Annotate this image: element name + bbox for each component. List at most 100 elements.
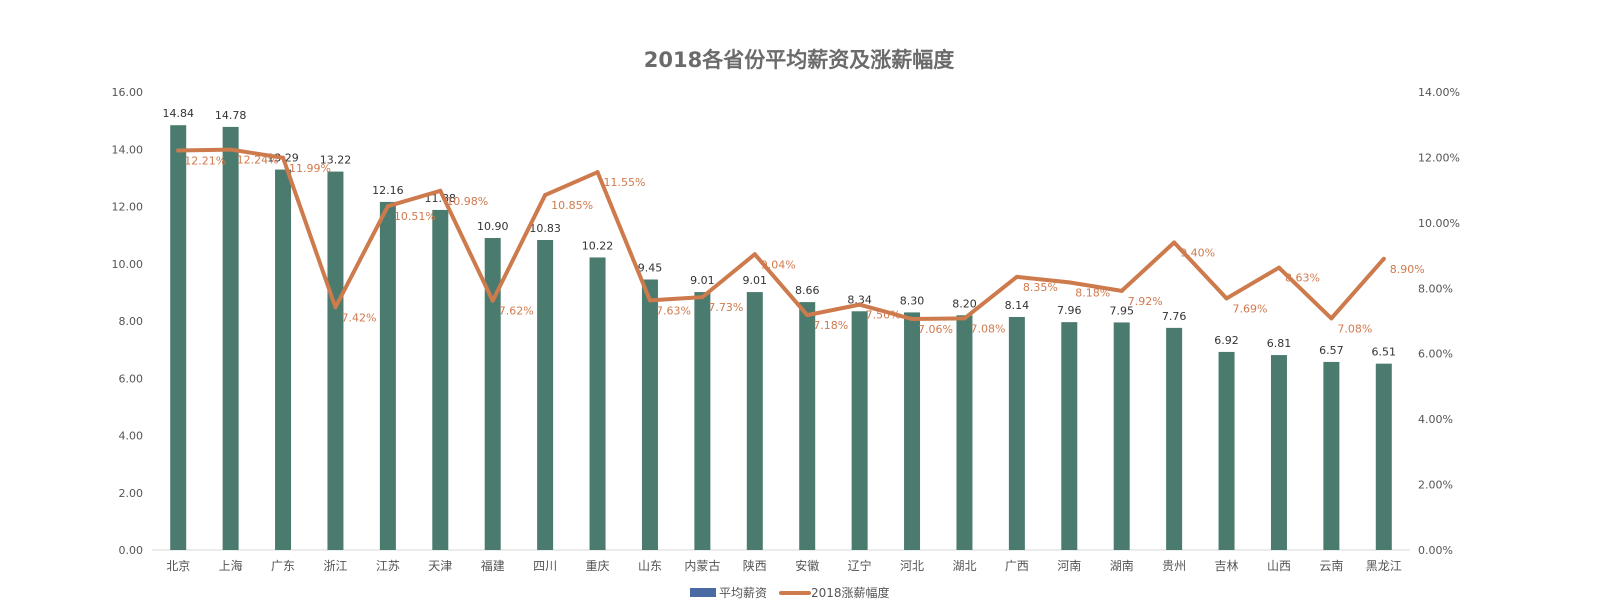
bar bbox=[904, 312, 921, 550]
x-tick-label: 四川 bbox=[533, 559, 557, 573]
line-data-label: 7.62% bbox=[499, 305, 534, 318]
line-point bbox=[1224, 296, 1229, 301]
x-tick-label: 陕西 bbox=[743, 558, 767, 573]
bar-data-label: 9.01 bbox=[743, 274, 768, 287]
line-point bbox=[1329, 316, 1334, 321]
legend-bar-swatch bbox=[690, 588, 716, 597]
bar bbox=[1061, 322, 1078, 550]
bar-data-label: 14.84 bbox=[162, 107, 194, 120]
x-tick-label: 云南 bbox=[1319, 558, 1343, 573]
x-tick-label: 河南 bbox=[1057, 558, 1081, 573]
bar-data-label: 10.83 bbox=[529, 222, 561, 235]
line-data-label: 7.42% bbox=[341, 311, 376, 324]
legend-label: 平均薪资 bbox=[719, 586, 767, 600]
line-point bbox=[1381, 256, 1386, 261]
line-data-label: 12.21% bbox=[184, 155, 226, 168]
y-right-tick-label: 4.00% bbox=[1418, 413, 1453, 426]
bar-data-label: 8.34 bbox=[847, 293, 872, 306]
series-line bbox=[176, 147, 1386, 322]
bar bbox=[1375, 363, 1392, 550]
line-data-label: 7.92% bbox=[1128, 295, 1163, 308]
y-right-tick-label: 10.00% bbox=[1418, 217, 1460, 230]
bar bbox=[851, 311, 868, 550]
y-left-tick-label: 2.00 bbox=[119, 487, 144, 500]
x-tick-label: 山西 bbox=[1267, 559, 1291, 573]
x-tick-label: 山东 bbox=[638, 559, 662, 573]
bar bbox=[379, 201, 396, 551]
line-point bbox=[1172, 240, 1177, 245]
x-tick-label: 重庆 bbox=[586, 559, 610, 573]
bar-data-label: 7.76 bbox=[1162, 310, 1187, 323]
bar-data-label: 6.81 bbox=[1267, 337, 1292, 350]
bar-data-label: 14.78 bbox=[215, 109, 247, 122]
line-point bbox=[1276, 265, 1281, 270]
bar-data-label: 8.66 bbox=[795, 284, 820, 297]
bar bbox=[222, 126, 239, 551]
line-point bbox=[700, 295, 705, 300]
line-data-label: 12.24% bbox=[237, 154, 279, 167]
x-tick-label: 北京 bbox=[166, 559, 190, 573]
bar bbox=[1323, 361, 1340, 550]
bar bbox=[432, 209, 449, 550]
x-tick-label: 上海 bbox=[219, 558, 243, 573]
line-data-label: 8.63% bbox=[1285, 272, 1320, 285]
bar bbox=[746, 292, 763, 550]
line-point bbox=[805, 313, 810, 318]
bar-data-label: 6.51 bbox=[1372, 346, 1397, 359]
bar bbox=[641, 279, 658, 550]
x-tick-label: 安徽 bbox=[795, 558, 819, 573]
line-data-label: 10.51% bbox=[394, 210, 436, 223]
line-point bbox=[543, 193, 548, 198]
line-point bbox=[962, 316, 967, 321]
bar bbox=[537, 239, 554, 550]
bar bbox=[1218, 351, 1235, 550]
y-right-tick-label: 6.00% bbox=[1418, 348, 1453, 361]
line-data-label: 7.08% bbox=[1337, 322, 1372, 335]
y-left-tick-label: 4.00 bbox=[119, 430, 144, 443]
x-tick-label: 湖南 bbox=[1110, 558, 1134, 573]
y-left-tick-label: 10.00 bbox=[112, 258, 144, 271]
bar-data-label: 6.57 bbox=[1319, 344, 1344, 357]
x-tick-label: 江苏 bbox=[376, 559, 400, 573]
x-tick-label: 湖北 bbox=[952, 558, 976, 573]
x-tick-label: 浙江 bbox=[323, 559, 347, 573]
line-point bbox=[647, 298, 652, 303]
y-left-tick-label: 16.00 bbox=[112, 86, 144, 99]
bar bbox=[1166, 327, 1183, 550]
line-point bbox=[438, 188, 443, 193]
x-tick-label: 内蒙古 bbox=[684, 558, 720, 573]
line-data-label: 7.18% bbox=[813, 319, 848, 332]
bar-data-label: 7.95 bbox=[1109, 304, 1134, 317]
line-data-label: 7.50% bbox=[866, 309, 901, 322]
y-left-tick-label: 12.00 bbox=[112, 201, 144, 214]
bar-data-label: 13.22 bbox=[320, 154, 352, 167]
y-right-tick-label: 14.00% bbox=[1418, 86, 1460, 99]
line-data-label: 7.69% bbox=[1233, 302, 1268, 315]
bar-data-label: 12.16 bbox=[372, 184, 404, 197]
bar-data-label: 10.90 bbox=[477, 220, 509, 233]
bar bbox=[799, 302, 816, 550]
line-data-label: 9.40% bbox=[1180, 246, 1215, 259]
line-point bbox=[176, 148, 181, 153]
bar bbox=[956, 315, 973, 550]
line-data-label: 7.06% bbox=[918, 323, 953, 336]
y-left-tick-label: 0.00 bbox=[119, 544, 144, 557]
bar-data-label: 8.14 bbox=[1005, 299, 1030, 312]
line-data-label: 11.99% bbox=[289, 162, 331, 175]
x-tick-label: 黑龙江 bbox=[1366, 559, 1402, 573]
x-tick-label: 贵州 bbox=[1162, 559, 1186, 573]
y-right-tick-label: 12.00% bbox=[1418, 151, 1460, 164]
bar bbox=[275, 169, 292, 551]
bar bbox=[1008, 316, 1025, 550]
line-point bbox=[595, 170, 600, 175]
line-point bbox=[228, 147, 233, 152]
bar-data-label: 6.92 bbox=[1214, 334, 1239, 347]
bar-data-label: 9.01 bbox=[690, 274, 715, 287]
bar bbox=[1270, 355, 1287, 550]
x-tick-label: 河北 bbox=[900, 559, 924, 573]
y-left-tick-label: 14.00 bbox=[112, 143, 144, 156]
line-data-label: 11.55% bbox=[604, 176, 646, 189]
y-left-tick-label: 8.00 bbox=[119, 315, 144, 328]
y-right-tick-label: 2.00% bbox=[1418, 479, 1453, 492]
